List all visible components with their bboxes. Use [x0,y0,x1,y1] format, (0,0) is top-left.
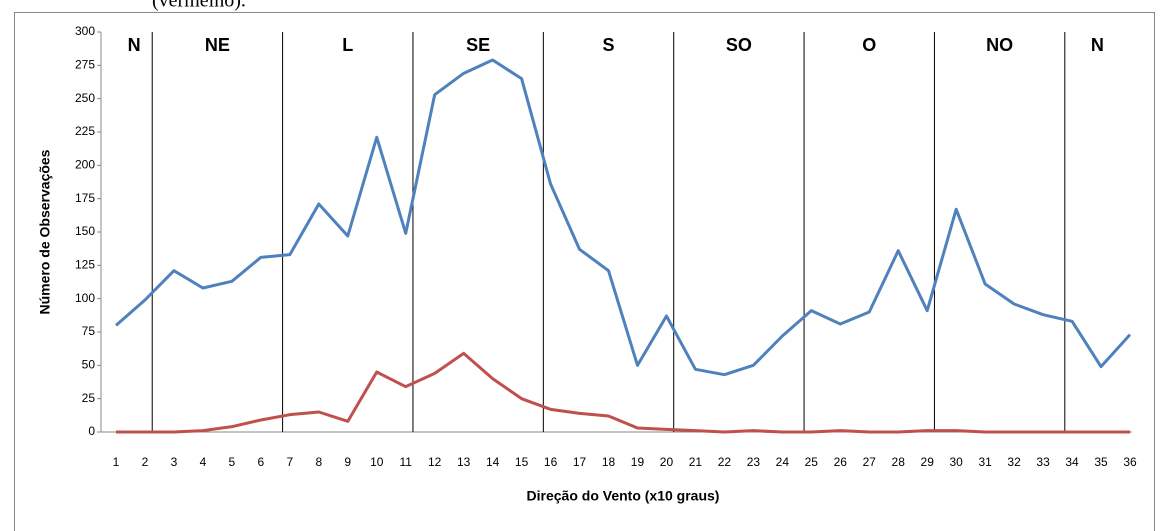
x-tick-label: 25 [805,455,819,469]
x-tick-label: 17 [573,455,587,469]
x-tick-label: 16 [544,455,558,469]
y-tick-label: 50 [82,358,96,372]
sector-label: O [862,35,876,55]
x-tick-label: 15 [515,455,529,469]
y-tick-label: 275 [75,58,95,72]
x-tick-label: 27 [863,455,877,469]
x-tick-label: 1 [113,455,120,469]
sector-label: N [128,35,141,55]
x-tick-label: 8 [315,455,322,469]
x-tick-label: 12 [428,455,442,469]
x-tick-label: 11 [399,455,412,469]
x-tick-label: 2 [142,455,149,469]
y-tick-label: 150 [75,224,95,238]
sector-label: S [603,35,615,55]
y-tick-label: 100 [75,291,95,305]
y-tick-label: 25 [82,391,96,405]
x-tick-label: 32 [1007,455,1021,469]
sector-label: NO [986,35,1013,55]
x-tick-label: 22 [718,455,732,469]
y-tick-label: 300 [75,24,95,38]
y-tick-label: 175 [75,191,95,205]
caption-fragment: (vermelho). [152,0,246,12]
line-series [115,58,1132,377]
x-tick-label: 23 [747,455,761,469]
x-tick-label: 5 [229,455,236,469]
x-tick-label: 29 [921,455,935,469]
sector-label: SE [466,35,490,55]
x-tick-label: 19 [631,455,645,469]
chart-border [14,12,1155,531]
x-tick-label: 4 [200,455,207,469]
y-tick-label: 75 [82,324,96,338]
x-tick-label: 13 [457,455,471,469]
x-tick-label: 6 [258,455,265,469]
x-axis-title: Direção do Vento (x10 graus) [527,488,720,504]
x-tick-label: 9 [344,455,351,469]
x-tick-label: 7 [286,455,293,469]
y-tick-label: 200 [75,158,95,172]
x-tick-label: 30 [949,455,963,469]
y-tick-label: 125 [75,258,95,272]
y-tick-label: 225 [75,124,95,138]
x-tick-label: 3 [171,455,178,469]
x-tick-label: 21 [689,455,703,469]
line-series [116,351,1130,434]
sector-label: L [342,35,353,55]
x-tick-label: 35 [1094,455,1108,469]
y-axis-title: Número de Observações [37,149,53,314]
x-tick-label: 18 [602,455,616,469]
x-tick-label: 36 [1123,455,1137,469]
x-tick-label: 20 [660,455,674,469]
x-tick-label: 34 [1065,455,1079,469]
x-tick-label: 24 [776,455,790,469]
sector-label: NE [205,35,230,55]
x-tick-label: 26 [834,455,848,469]
y-tick-label: 250 [75,91,95,105]
x-tick-label: 33 [1036,455,1050,469]
x-tick-label: 31 [978,455,992,469]
x-tick-label: 28 [892,455,906,469]
sector-label: SO [726,35,752,55]
x-tick-label: 14 [486,455,500,469]
y-tick-label: 0 [88,424,95,438]
sector-label: N [1091,35,1104,55]
x-tick-label: 10 [370,455,384,469]
